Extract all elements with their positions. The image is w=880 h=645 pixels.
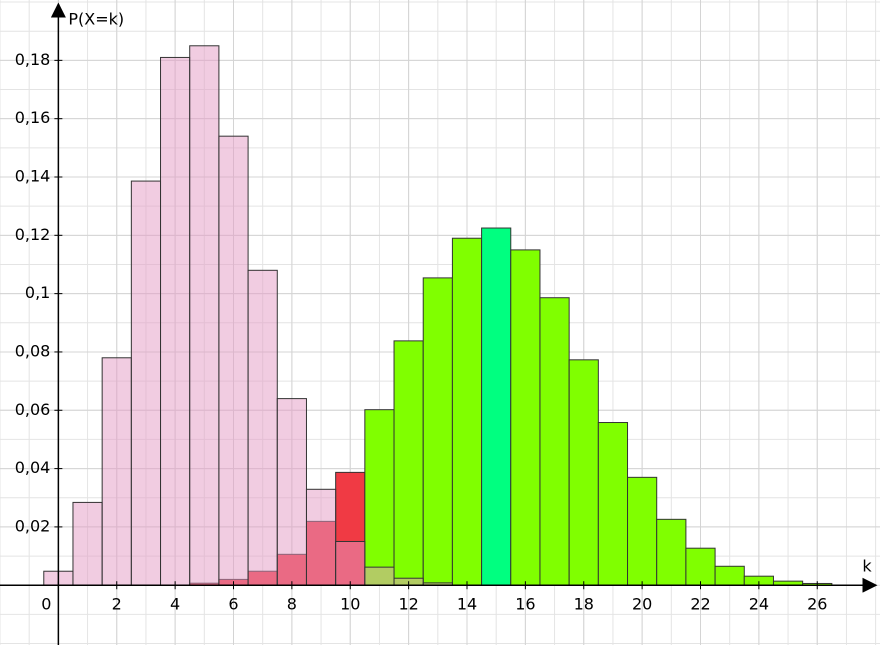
bar <box>305 488 337 586</box>
bar <box>335 540 366 586</box>
bar <box>685 547 716 586</box>
y-tick-label: 0,02 <box>15 516 51 535</box>
x-tick-label: 20 <box>632 595 652 614</box>
y-tick-label: 0,08 <box>15 341 51 360</box>
bar <box>364 409 395 586</box>
x-tick-label: 6 <box>228 595 238 614</box>
y-axis-label: P(X=k) <box>68 10 124 29</box>
bar <box>422 277 453 586</box>
bar <box>451 237 483 586</box>
x-tick-label: 0 <box>41 595 51 614</box>
x-tick-label: 24 <box>749 595 769 614</box>
bar <box>597 422 629 586</box>
x-tick-label: 12 <box>398 595 418 614</box>
bar <box>481 227 512 586</box>
bar <box>247 269 278 586</box>
x-tick-label: 16 <box>515 595 535 614</box>
bar <box>218 135 249 586</box>
x-tick-label: 8 <box>287 595 297 614</box>
bar <box>568 359 599 586</box>
bar <box>393 340 424 586</box>
x-tick-label: 2 <box>112 595 122 614</box>
bar <box>72 501 103 586</box>
x-tick-label: 10 <box>340 595 360 614</box>
y-tick-label: 0,04 <box>15 458 51 477</box>
bar <box>101 357 132 586</box>
y-tick-label: 0,06 <box>15 400 51 419</box>
bar <box>627 476 658 586</box>
bar <box>714 565 745 586</box>
bar <box>160 56 191 586</box>
y-tick-label: 0,14 <box>15 166 51 185</box>
x-axis-label: k <box>862 557 872 576</box>
x-tick-label: 22 <box>690 595 710 614</box>
bar <box>656 518 687 586</box>
x-tick-label: 4 <box>170 595 180 614</box>
bar <box>276 398 307 586</box>
y-tick-label: 0,18 <box>15 50 51 69</box>
bar <box>539 297 570 586</box>
y-tick-label: 0,16 <box>15 108 51 127</box>
x-tick-label: 26 <box>807 595 827 614</box>
x-tick-label: 18 <box>574 595 594 614</box>
y-tick-label: 0,12 <box>15 225 51 244</box>
bar <box>510 249 541 586</box>
y-tick-label: 0,1 <box>25 283 50 302</box>
bar <box>189 45 220 586</box>
bar <box>364 566 395 586</box>
bar <box>130 180 162 586</box>
x-tick-label: 14 <box>457 595 477 614</box>
